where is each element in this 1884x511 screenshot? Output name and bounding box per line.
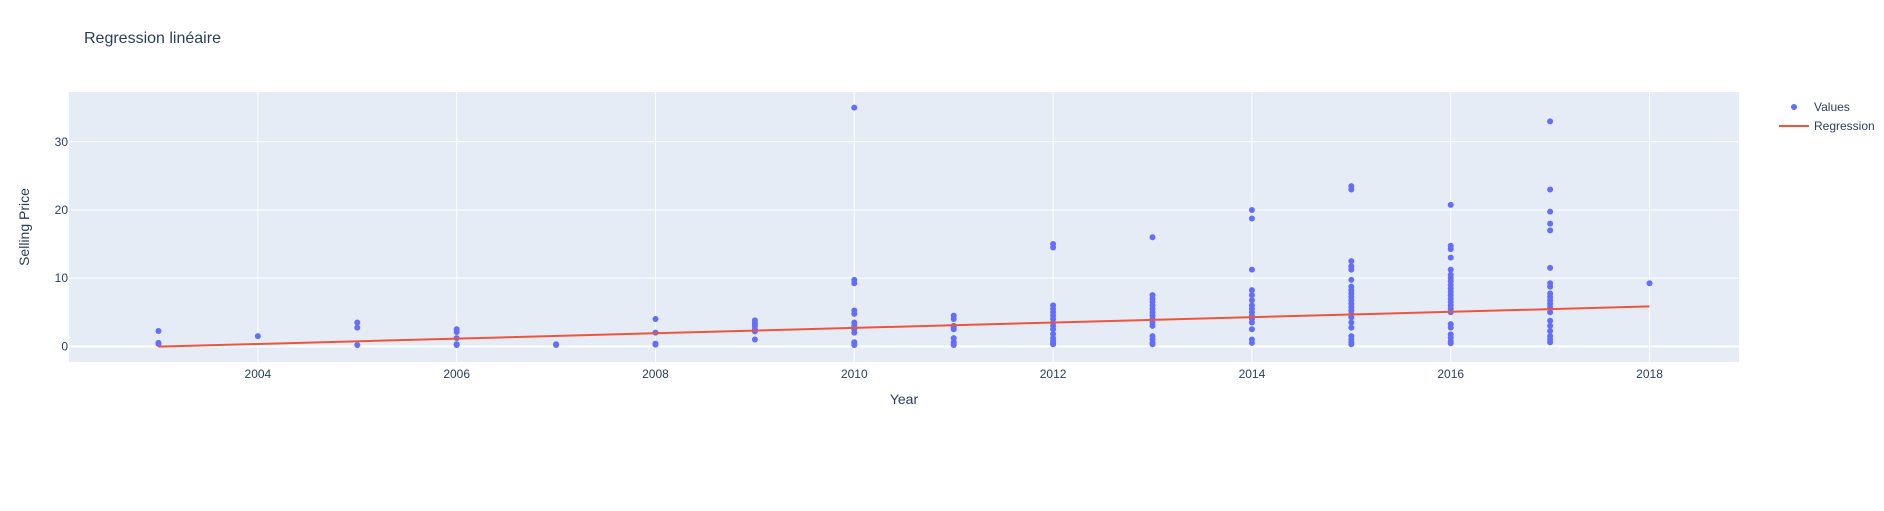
data-point [1547,309,1554,316]
data-point [1447,254,1454,261]
data-point [1248,297,1255,304]
data-point [1248,206,1255,213]
x-tick-label: 2012 [1040,367,1067,381]
data-point [652,316,659,323]
data-point [652,340,659,347]
data-point [1547,264,1554,271]
data-point [1447,266,1454,273]
data-point [354,324,361,331]
y-tick-label: 20 [55,203,69,217]
data-point [950,326,957,333]
data-point [354,341,361,348]
legend: Values Regression [1779,100,1875,133]
x-tick-label: 2014 [1239,367,1266,381]
y-axis-title: Selling Price [16,188,32,266]
x-tick-label: 2008 [642,367,669,381]
data-point [851,104,858,111]
data-point [155,339,162,346]
data-point [1547,186,1554,193]
data-point [254,333,261,340]
data-point [1547,118,1554,125]
x-tick-label: 2010 [841,367,868,381]
data-point [851,310,858,317]
data-point [851,341,858,348]
data-point [1646,280,1653,287]
data-point [1547,208,1554,215]
data-point [1050,326,1057,333]
data-point [354,319,361,326]
data-point [1547,339,1554,346]
y-tick-label: 30 [55,135,69,149]
data-point [1149,234,1156,241]
data-point [1547,227,1554,234]
data-point [1447,324,1454,331]
data-point [1547,327,1554,334]
data-point [1348,276,1355,283]
data-point [1547,317,1554,324]
data-point [950,341,957,348]
data-point [1348,319,1355,326]
data-point [751,336,758,343]
series-layer [155,104,1653,348]
y-tick-labels: 0 10 20 30 [55,135,69,354]
data-point [1547,322,1554,329]
legend-marker-icon [1791,104,1797,110]
series-values-markers [155,104,1653,348]
data-point [950,316,957,323]
data-point [1547,283,1554,290]
data-point [1248,215,1255,222]
y-gridlines [69,141,1739,348]
legend-item-label: Regression [1814,119,1875,133]
data-point [553,341,560,348]
data-point [1248,339,1255,346]
x-tick-labels: 2004 2006 2008 2010 2012 2014 2016 2018 [245,367,1664,381]
data-point [851,329,858,336]
y-tick-label: 0 [61,339,68,353]
data-point [1348,186,1355,193]
data-point [1348,341,1355,348]
data-point [1348,266,1355,273]
data-point [1149,341,1156,348]
data-point [1547,220,1554,227]
data-point [1050,244,1057,251]
data-point [1348,324,1355,331]
data-point [1348,314,1355,321]
data-point [851,280,858,287]
x-tick-label: 2006 [443,367,470,381]
data-point [155,327,162,334]
y-tick-label: 10 [55,271,69,285]
legend-item-label: Values [1814,100,1850,114]
chart-title: Regression linéaire [84,30,221,47]
data-point [1050,341,1057,348]
data-point [1248,319,1255,326]
x-tick-label: 2018 [1636,367,1663,381]
data-point [1149,322,1156,329]
x-gridlines [257,92,1651,362]
x-tick-label: 2004 [245,367,272,381]
data-point [1447,201,1454,208]
data-point [453,329,460,335]
data-point [1248,326,1255,333]
data-point [1348,258,1355,265]
x-tick-label: 2016 [1437,367,1464,381]
data-point [1248,292,1255,299]
data-point [1248,266,1255,273]
regression-line [158,305,1650,348]
plot-background [69,92,1739,362]
data-point [1447,246,1454,253]
data-point [1447,340,1454,347]
data-point [453,341,460,348]
x-axis-title: Year [890,391,919,407]
data-point [1248,287,1255,294]
